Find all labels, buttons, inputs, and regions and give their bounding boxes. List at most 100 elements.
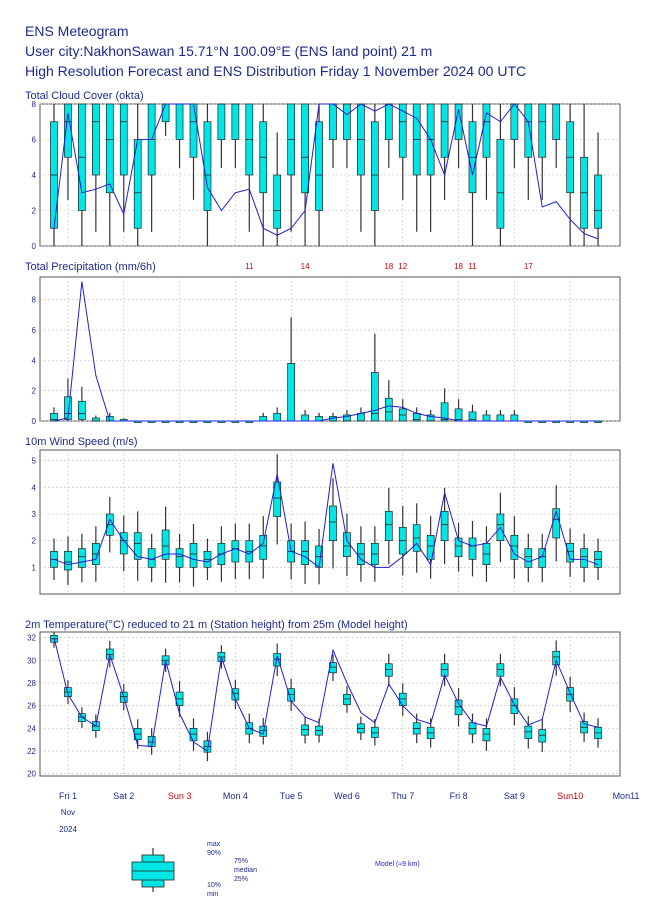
exceed-label: 12 — [398, 262, 407, 271]
box — [552, 650, 561, 666]
box — [273, 481, 282, 518]
panel-2: 0 2 4 6 8 Total Precipitation (mm/6h) 11 14 18 12… — [25, 261, 621, 426]
box — [189, 542, 198, 568]
box — [384, 103, 393, 140]
box — [133, 532, 142, 560]
exceed-label: 18 — [384, 262, 393, 271]
panel-title: 10m Wind Speed (m/s) — [25, 436, 137, 448]
box — [371, 726, 379, 738]
panel-4: 20 22 24 26 28 30 32 2m Temperature(°C) reduced… — [25, 619, 621, 779]
y-tick-label: 0 — [32, 417, 37, 426]
box — [203, 121, 212, 211]
box — [566, 542, 575, 563]
legend-model-label: Model (≈9 km) — [375, 861, 420, 868]
panel-frame — [39, 276, 621, 422]
x-tick-label: Fri 8 — [450, 791, 468, 801]
box — [384, 510, 393, 542]
y-tick-label: 8 — [32, 100, 37, 109]
box — [119, 532, 128, 555]
panel-title: Total Precipitation (mm/6h) — [25, 261, 156, 273]
panel-title: Total Cloud Cover (okta) — [25, 90, 144, 102]
y-tick-label: 5 — [32, 457, 37, 466]
exceed-label: 17 — [524, 262, 533, 271]
box — [440, 510, 449, 542]
box — [496, 663, 505, 677]
box — [64, 550, 72, 571]
y-tick-label: 28 — [27, 679, 36, 688]
y-tick-label: 2 — [32, 537, 37, 546]
y-tick-label: 4 — [32, 171, 37, 180]
box — [524, 548, 533, 568]
x-axis-month: Nov — [61, 808, 75, 817]
box — [287, 688, 295, 702]
box — [161, 529, 170, 560]
y-tick-label: 20 — [27, 770, 36, 779]
box — [398, 692, 407, 707]
x-tick-label: Sat 9 — [504, 791, 525, 801]
hres-line — [53, 281, 599, 422]
y-tick-label: 24 — [27, 724, 36, 733]
panel-frame — [39, 631, 621, 777]
box — [454, 699, 463, 716]
exceed-label: 11 — [245, 262, 254, 271]
meteogram-location: User city:NakhonSawan 15.71°N 100.09°E (… — [25, 43, 433, 59]
box — [301, 103, 309, 194]
y-tick-label: 32 — [27, 634, 36, 643]
hres-line — [53, 463, 599, 569]
box — [161, 103, 170, 123]
box — [384, 663, 393, 677]
panel-3: 1 2 3 4 5 10m Wind Speed (m/s) — [25, 436, 621, 595]
box — [496, 414, 505, 422]
box — [175, 103, 184, 140]
panel-title: 2m Temperature(°C) reduced to 21 m (Stat… — [25, 619, 408, 631]
box — [482, 103, 491, 158]
box — [496, 139, 505, 229]
box — [91, 417, 100, 422]
hres-line — [53, 103, 599, 240]
box — [105, 103, 114, 194]
box — [468, 537, 477, 560]
x-tick-label: Mon11 — [613, 791, 640, 801]
legend-10-label: 10% — [207, 882, 221, 889]
box — [189, 728, 198, 742]
box — [315, 121, 323, 211]
x-tick-label: Tue 5 — [280, 791, 303, 801]
box — [510, 698, 519, 714]
box — [398, 103, 407, 158]
box — [329, 505, 337, 542]
box — [454, 537, 463, 558]
y-tick-label: 2 — [32, 207, 37, 216]
exceed-label: 14 — [301, 262, 310, 271]
exceed-label: 18 — [454, 262, 463, 271]
box — [301, 414, 309, 422]
hres-line — [53, 637, 599, 752]
box — [440, 103, 449, 158]
y-tick-label: 2 — [32, 387, 37, 396]
exceed-label: 11 — [468, 262, 477, 271]
box — [259, 416, 268, 422]
legend-median-label: median — [234, 867, 257, 874]
box — [91, 103, 100, 176]
box — [273, 413, 282, 422]
box — [524, 725, 533, 739]
y-tick-label: 8 — [32, 296, 37, 305]
box — [175, 548, 184, 568]
legend-90-label: 90% — [207, 850, 221, 857]
box — [119, 103, 128, 176]
x-tick-label: Wed 6 — [334, 791, 360, 801]
x-tick-label: Thu 7 — [391, 791, 414, 801]
box — [440, 402, 449, 422]
x-tick-label: Sun 3 — [168, 791, 192, 801]
legend: max 90% 75% median 25% 10% min Model (≈9 km) — [131, 841, 420, 898]
legend-max-label: max — [207, 841, 221, 848]
box — [371, 372, 379, 422]
y-tick-label: 4 — [32, 483, 37, 492]
legend-25-label: 25% — [234, 876, 248, 883]
meteogram-forecast-info: High Resolution Forecast and ENS Distrib… — [25, 63, 527, 79]
box — [357, 413, 365, 422]
box — [482, 728, 491, 742]
box — [78, 400, 86, 420]
y-tick-label: 6 — [32, 136, 37, 145]
